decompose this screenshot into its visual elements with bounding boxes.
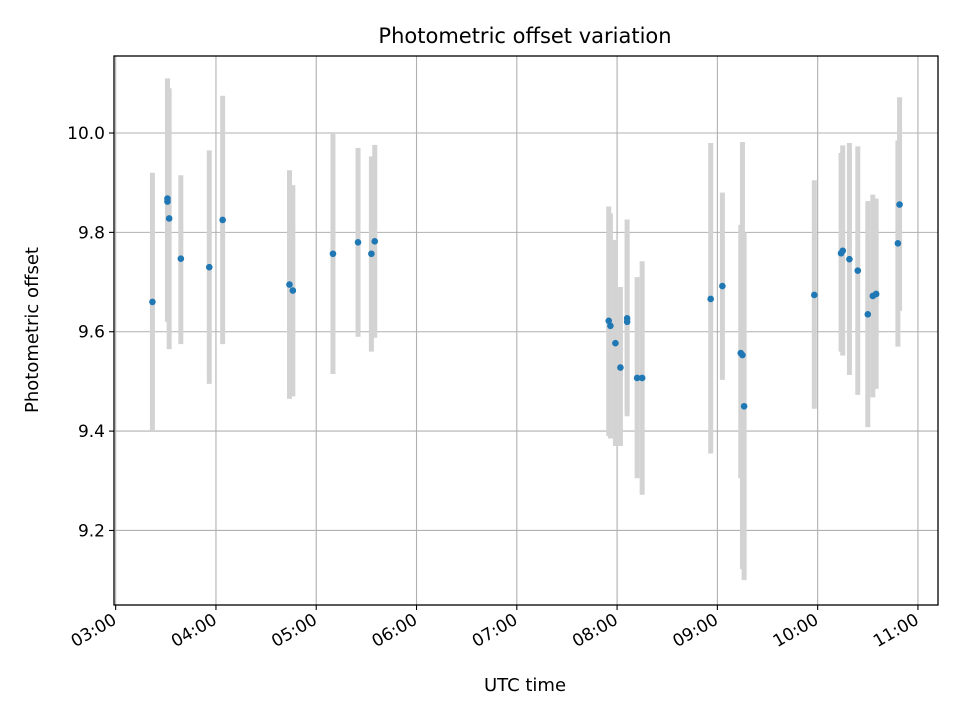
plot-frame	[113, 55, 939, 606]
data-point	[164, 195, 171, 202]
x-tick-label: 05:00	[268, 610, 320, 652]
data-point	[872, 290, 880, 298]
y-tick-label: 9.8	[78, 223, 105, 243]
data-point	[354, 239, 362, 246]
x-axis: 03:00 04:00 05:00 06:00 07:00 08:00 09:00 10:00…	[68, 605, 922, 652]
x-tick-label: 04:00	[168, 610, 220, 652]
error-bars	[149, 78, 903, 581]
data-point	[219, 216, 226, 224]
data-point	[623, 318, 631, 326]
x-tick-label: 06:00	[369, 610, 421, 652]
chart-title: Photometric offset variation	[378, 24, 671, 48]
data-point	[854, 267, 862, 274]
x-axis-label: UTC time	[484, 675, 566, 696]
x-tick-label: 11:00	[870, 610, 922, 652]
y-axis: 9.2 9.4 9.6 9.8 10.0	[67, 124, 114, 541]
data-point	[740, 402, 748, 410]
data-point	[286, 281, 293, 288]
x-tick-label: 09:00	[669, 610, 721, 652]
data-point	[638, 374, 646, 382]
x-tick-label: 07:00	[469, 610, 521, 652]
data-point	[205, 263, 213, 271]
x-tick-label: 10:00	[770, 610, 822, 652]
data-point	[739, 351, 746, 359]
data-point	[846, 255, 853, 263]
y-tick-label: 10.0	[67, 124, 105, 144]
data-point	[607, 322, 614, 330]
data-point	[605, 317, 613, 325]
data-point	[811, 291, 818, 299]
data-point	[864, 311, 872, 318]
data-point	[719, 282, 726, 290]
data-point	[707, 295, 714, 303]
data-point	[896, 201, 903, 208]
y-tick-label: 9.4	[78, 422, 105, 442]
data-point	[839, 247, 847, 255]
data-point	[894, 240, 902, 247]
data-point	[289, 287, 297, 294]
data-point	[371, 238, 379, 245]
y-tick-label: 9.2	[78, 521, 105, 541]
data-point	[149, 298, 156, 306]
x-tick-label: 03:00	[68, 610, 120, 652]
x-tick-label: 08:00	[569, 610, 621, 652]
data-point	[633, 374, 641, 382]
data-point	[612, 339, 619, 347]
data-point	[368, 250, 375, 258]
y-tick-label: 9.6	[78, 323, 105, 343]
data-point	[329, 250, 337, 258]
data-point	[617, 364, 624, 371]
data-point	[177, 255, 185, 263]
data-point	[165, 215, 173, 222]
y-axis-label: Photometric offset	[22, 247, 43, 413]
data-points	[149, 195, 903, 410]
